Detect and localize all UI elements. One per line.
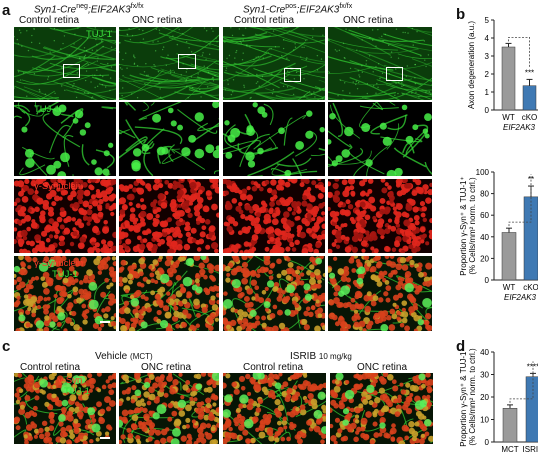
micrograph-tile — [328, 102, 432, 176]
roi-box — [284, 68, 301, 82]
category-label: MCT — [501, 445, 518, 454]
col-label-4: ONC retina — [343, 15, 394, 26]
genotype-label-wt: Syn1-Creneg;EIF2AK3fx/fx — [34, 3, 144, 16]
micrograph-tile — [14, 179, 116, 253]
col-label-1: Control retina — [19, 15, 80, 26]
category-group-label: EIF2AK3 — [503, 123, 536, 132]
significance-bracket — [509, 361, 534, 403]
micrograph-tile — [14, 102, 116, 176]
chart-proportion-cells-d: 0 10 20 30 40 MCT ISRIB **** Proportion γ-Syn⁺ &… — [459, 347, 538, 454]
micrograph-tile — [330, 373, 433, 444]
tick-label: 20 — [480, 393, 489, 402]
panel-label-c: c — [2, 338, 11, 355]
micrograph-tile — [119, 256, 219, 331]
micrograph-tile — [223, 179, 325, 253]
tick-label: 30 — [480, 371, 489, 380]
tick-label: 60 — [480, 211, 489, 220]
c-col-label-4: ONC retina — [357, 362, 408, 373]
tick-label: 10 — [480, 416, 489, 425]
y-axis-label: Proportion γ-Syn⁺ & TUJ-1⁺ — [459, 176, 468, 275]
tick-label: 40 — [480, 348, 489, 357]
isrib-label: ISRIB 10 mg/kg — [290, 351, 352, 362]
channel-label-tuj1-high: TUJ-1 — [34, 104, 60, 115]
panel-label-d: d — [456, 338, 466, 355]
category-label: WT — [502, 113, 515, 122]
scale-bar — [100, 321, 110, 323]
bar — [502, 408, 518, 443]
category-group-label: EIF2AK3 — [504, 293, 537, 302]
panel-label-a: a — [2, 2, 11, 19]
y-axis-label: Axon degeneration (a.u.) — [467, 21, 476, 109]
roi-box — [386, 67, 403, 81]
scale-bar — [100, 437, 110, 439]
c-col-label-2: ONC retina — [141, 362, 192, 373]
c-channel-label-syn: γ-Syn — [58, 375, 83, 386]
y-axis-label: Proportion γ-Syn⁺ & TUJ-1⁺ — [459, 347, 468, 446]
category-label: ISRIB — [523, 445, 538, 454]
bar — [522, 85, 537, 111]
micrograph-tile — [119, 102, 219, 176]
tick-label: 20 — [480, 254, 489, 263]
micrograph-tile — [119, 179, 219, 253]
micrograph-tile — [119, 373, 219, 444]
tick-label: 40 — [480, 233, 489, 242]
bar — [525, 376, 538, 443]
micrograph-tile — [14, 373, 116, 444]
channel-label-merge-syn: γ-Synuclein — [34, 258, 84, 269]
tick-label: 3 — [485, 52, 490, 61]
category-label: cKO — [523, 283, 538, 292]
y-axis-label: (% Cells/mm² norm. to ctrl.) — [468, 348, 477, 446]
roi-box — [178, 54, 196, 69]
significance-label: *** — [525, 68, 534, 77]
channel-label-tuj1-low: TUJ-1 — [86, 29, 112, 40]
micrograph-tile — [328, 179, 432, 253]
bar — [501, 46, 516, 111]
micrograph-tile — [14, 256, 116, 331]
channel-label-syn: γ-Synuclein — [34, 181, 84, 192]
c-col-label-1: Control retina — [20, 362, 81, 373]
tick-label: 5 — [485, 16, 490, 25]
micrograph-tile — [223, 373, 326, 444]
tick-label: 1 — [485, 88, 490, 97]
micrograph-tile — [328, 256, 432, 331]
roi-box — [63, 64, 80, 78]
channel-label-merge-tuj: TUJ-1 — [52, 269, 78, 280]
c-channel-label-tuj: TUJ-1 — [64, 386, 90, 397]
micrograph-tile — [14, 27, 116, 100]
y-axis-label: (% Cells/mm² norm. to ctrl.) — [468, 177, 477, 275]
tick-label: 0 — [485, 276, 490, 285]
col-label-2: ONC retina — [132, 15, 183, 26]
col-label-3: Control retina — [234, 15, 295, 26]
tick-label: 2 — [485, 70, 490, 79]
micrograph-tile — [223, 102, 325, 176]
panel-label-b: b — [456, 6, 466, 23]
category-label: cKO — [522, 113, 538, 122]
significance-bracket — [508, 174, 532, 227]
vehicle-label: Vehicle (MCT) — [95, 351, 153, 362]
tick-label: 80 — [480, 190, 489, 199]
micrograph-tile — [223, 256, 325, 331]
genotype-label-ko: Syn1-Crepos;EIF2AK3fx/fx — [243, 3, 353, 16]
significance-label: **** — [527, 362, 538, 371]
tick-label: 4 — [485, 34, 490, 43]
bar — [501, 232, 517, 281]
category-label: WT — [503, 283, 516, 292]
tick-label: 100 — [476, 168, 490, 177]
significance-bracket — [508, 37, 530, 68]
micrograph-tile — [328, 27, 432, 100]
tick-label: 0 — [485, 106, 490, 115]
micrograph-tile — [223, 27, 325, 100]
significance-label: ** — [528, 175, 534, 184]
micrograph-tile — [119, 27, 219, 100]
tick-label: 0 — [485, 438, 490, 447]
c-col-label-3: Control retina — [243, 362, 304, 373]
